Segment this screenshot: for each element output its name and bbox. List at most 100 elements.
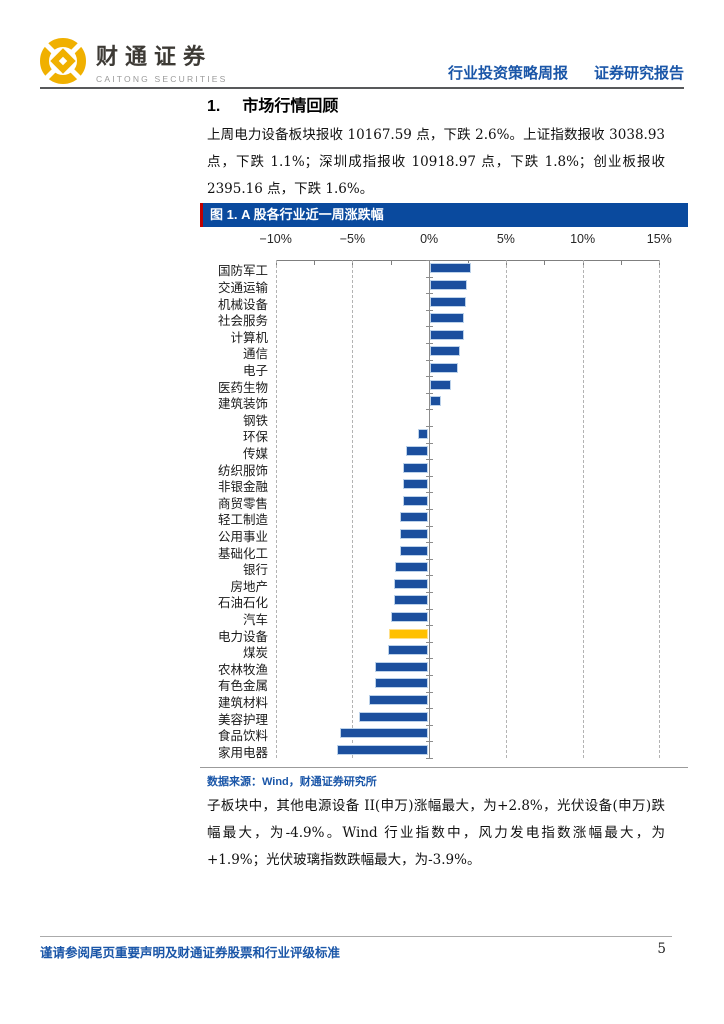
category-label: 煤炭 — [242, 646, 268, 661]
bar-计算机 — [430, 329, 465, 340]
brand-name-en: CAITONG SECURITIES — [96, 73, 228, 84]
subsector-summary-paragraph: 子板块中，其他电源设备 II(申万)涨幅最大，为+2.8%，光伏设备(申万)跌幅… — [207, 798, 665, 868]
bar-农林牧渔 — [375, 661, 429, 672]
category-axis-tick — [426, 691, 434, 693]
category-axis-tick — [426, 641, 434, 643]
report-header-labels: 行业投资策略周报 证券研究报告 — [448, 62, 684, 83]
bar-美容护理 — [358, 711, 429, 722]
bar-商贸零售 — [403, 495, 429, 506]
bar-房地产 — [393, 578, 429, 589]
category-axis-tick — [426, 758, 434, 759]
x-axis-tick-label: −10% — [259, 232, 292, 246]
category-label: 社会服务 — [217, 314, 268, 329]
bar-建筑装饰 — [430, 396, 442, 407]
x-axis-tick-label: 0% — [420, 232, 439, 246]
bar-社会服务 — [430, 313, 465, 324]
x-axis-tick-label: 10% — [570, 232, 596, 246]
bar-基础化工 — [399, 545, 429, 556]
bar-国防军工 — [430, 263, 471, 274]
vertical-gridline — [352, 260, 354, 758]
report-category-label: 证券研究报告 — [593, 65, 684, 82]
category-axis-tick — [426, 509, 434, 510]
category-label: 家用电器 — [217, 745, 268, 760]
bar-电子 — [430, 362, 459, 373]
figure-title-bar: 图 1. A 股各行业近一周涨跌幅 — [200, 203, 688, 227]
category-label: 农林牧渔 — [217, 662, 268, 677]
category-label: 银行 — [242, 563, 268, 578]
category-label: 商贸零售 — [217, 496, 268, 511]
category-label: 医药生物 — [217, 380, 268, 395]
header-divider — [40, 87, 684, 89]
page-number: 5 — [657, 941, 666, 957]
bar-电力设备 — [389, 628, 429, 639]
category-axis-tick — [426, 260, 434, 261]
category-label: 石油石化 — [217, 596, 268, 611]
section-title: 市场行情回顾 — [242, 98, 339, 115]
x-axis-line — [275, 260, 660, 261]
category-axis-tick — [426, 592, 434, 593]
bar-汽车 — [390, 611, 429, 622]
caitong-coin-logo-icon — [40, 38, 86, 84]
bar-轻工制造 — [399, 512, 429, 523]
x-axis-tick-label: 15% — [646, 232, 672, 246]
category-label: 国防军工 — [217, 264, 268, 279]
category-axis-tick — [426, 459, 434, 461]
category-label: 建筑材料 — [217, 695, 268, 710]
bar-有色金属 — [375, 678, 429, 689]
bar-食品饮料 — [340, 728, 429, 739]
category-label: 环保 — [242, 430, 268, 445]
category-axis-tick — [426, 658, 434, 660]
bar-纺织服饰 — [403, 462, 429, 473]
category-axis-tick — [426, 558, 434, 560]
category-label: 房地产 — [230, 579, 268, 594]
brand-logo: 财通证券 CAITONG SECURITIES — [40, 38, 228, 84]
category-axis-tick — [426, 708, 434, 710]
bar-环保 — [418, 429, 429, 440]
bar-建筑材料 — [369, 694, 429, 705]
category-axis-tick — [426, 625, 434, 627]
category-axis-tick — [426, 343, 434, 344]
category-label: 汽车 — [242, 612, 268, 627]
category-axis-tick — [426, 575, 434, 577]
category-axis-tick — [426, 492, 434, 494]
section-number: 1. — [207, 98, 221, 115]
category-label: 通信 — [242, 347, 268, 362]
category-label: 计算机 — [230, 330, 268, 345]
brand-text: 财通证券 CAITONG SECURITIES — [96, 39, 228, 84]
category-axis-tick — [426, 293, 434, 295]
bar-机械设备 — [430, 296, 466, 307]
x-axis-tick-label: −5% — [339, 232, 366, 246]
category-axis-tick — [426, 409, 434, 411]
category-axis-tick — [426, 741, 434, 743]
bar-煤炭 — [387, 645, 429, 656]
vertical-gridline — [659, 260, 661, 758]
category-axis-tick — [426, 608, 434, 610]
data-source-note: 数据来源：Wind，财通证券研究所 — [207, 776, 377, 788]
market-review-paragraph: 上周电力设备板块报收 10167.59 点，下跌 2.6%。上证指数报收 303… — [207, 127, 665, 197]
category-axis-tick — [426, 475, 434, 477]
x-axis-tick-mark — [390, 261, 392, 265]
category-label: 建筑装饰 — [217, 397, 268, 412]
bar-家用电器 — [337, 744, 429, 755]
category-axis-tick — [426, 675, 434, 676]
brand-name-cn: 财通证券 — [96, 43, 213, 70]
category-label: 有色金属 — [217, 679, 268, 694]
bar-交通运输 — [430, 279, 468, 290]
footer-divider — [40, 936, 672, 937]
footer-disclaimer: 谨请参阅尾页重要声明及财通证券股票和行业评级标准 — [40, 946, 341, 960]
vertical-gridline — [275, 260, 277, 758]
category-label: 轻工制造 — [217, 513, 268, 528]
category-axis-tick — [426, 442, 434, 444]
category-label: 电力设备 — [217, 629, 268, 644]
category-axis-tick — [426, 359, 434, 361]
bar-非银金融 — [403, 479, 429, 490]
category-axis-tick — [426, 426, 434, 427]
vertical-gridline — [582, 260, 584, 758]
category-label: 公用事业 — [217, 529, 268, 544]
bar-银行 — [395, 562, 429, 573]
category-label: 美容护理 — [217, 712, 268, 727]
category-axis-tick — [426, 326, 434, 328]
category-label: 食品饮料 — [217, 729, 268, 744]
section-heading: 1. 市场行情回顾 — [207, 92, 338, 116]
